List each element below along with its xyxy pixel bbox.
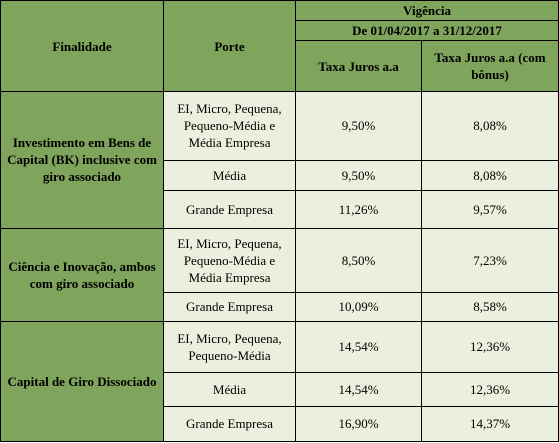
table-row: Grande Empresa 10,09% 8,58%: [1, 292, 559, 322]
table-row: Grande Empresa 16,90% 14,37%: [1, 405, 559, 443]
taxa-bonus-cell: 12,36%: [421, 320, 559, 374]
header-taxa: Taxa Juros a.a: [295, 40, 422, 92]
porte-cell: Média: [163, 159, 296, 192]
porte-cell: EI, Micro, Pequena, Pequeno-Média e Médi…: [163, 227, 296, 294]
taxa-cell: 8,50%: [295, 227, 422, 294]
taxa-cell: 16,90%: [295, 405, 422, 443]
taxa-bonus-cell: 8,58%: [421, 292, 559, 322]
table-row: Média 14,54% 12,36%: [1, 372, 559, 407]
table-row: Média 9,50% 8,08%: [1, 159, 559, 192]
taxa-bonus-cell: 14,37%: [421, 405, 559, 443]
table-row: Investimento em Bens de Capital (BK) inc…: [0, 91, 559, 229]
taxa-cell: 9,50%: [295, 159, 422, 192]
taxa-cell: 14,54%: [295, 372, 422, 407]
porte-cell: Grande Empresa: [163, 405, 296, 443]
porte-cell: Média: [163, 372, 296, 407]
taxa-cell: 9,50%: [295, 91, 422, 161]
taxa-bonus-cell: 12,36%: [421, 372, 559, 407]
header-finalidade: Finalidade: [0, 0, 164, 92]
table-row: Capital de Giro Dissociado EI, Micro, Pe…: [0, 320, 559, 443]
table-row: Ciência e Inovação, ambos com giro assoc…: [0, 227, 559, 322]
taxa-cell: 10,09%: [295, 292, 422, 322]
header-vigencia: Vigência: [295, 0, 559, 22]
header-porte: Porte: [163, 0, 296, 92]
porte-cell: Grande Empresa: [163, 190, 296, 229]
taxa-bonus-cell: 8,08%: [421, 159, 559, 192]
header-taxa-bonus: Taxa Juros a.a (com bônus): [421, 40, 559, 92]
porte-cell: EI, Micro, Pequena, Pequeno-Média e Médi…: [163, 91, 296, 161]
finalidade-cell: Investimento em Bens de Capital (BK) inc…: [0, 91, 164, 229]
table-row: Grande Empresa 11,26% 9,57%: [1, 190, 559, 229]
porte-cell: Grande Empresa: [163, 292, 296, 322]
taxa-bonus-cell: 9,57%: [421, 190, 559, 229]
finalidade-cell: Ciência e Inovação, ambos com giro assoc…: [0, 227, 164, 322]
taxa-cell: 14,54%: [295, 320, 422, 374]
taxa-bonus-cell: 8,08%: [421, 91, 559, 161]
porte-cell: EI, Micro, Pequena, Pequeno-Média: [163, 320, 296, 374]
taxa-bonus-cell: 7,23%: [421, 227, 559, 294]
header-periodo: De 01/04/2017 a 31/12/2017: [295, 20, 559, 42]
finalidade-cell: Capital de Giro Dissociado: [0, 320, 164, 443]
taxa-cell: 11,26%: [295, 190, 422, 229]
